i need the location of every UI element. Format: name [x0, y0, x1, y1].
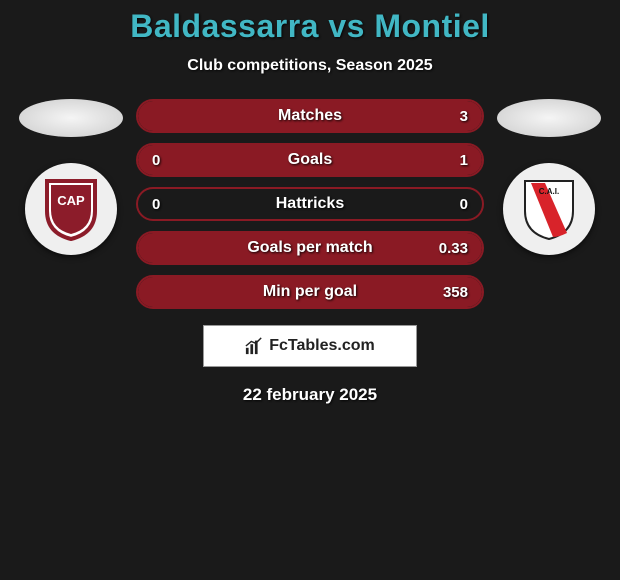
stat-value-right: 358	[443, 284, 468, 301]
stat-row: 01Goals	[136, 143, 484, 177]
stat-value-right: 0	[460, 196, 468, 213]
chart-icon	[245, 337, 263, 355]
stat-label: Hattricks	[138, 195, 482, 213]
crest-right-text: C.A.I.	[539, 187, 559, 196]
right-flag-placeholder	[497, 99, 601, 137]
stat-row: 358Min per goal	[136, 275, 484, 309]
brand-text: FcTables.com	[269, 337, 375, 355]
right-player-col: C.A.I.	[494, 99, 604, 255]
stat-row: 0 0Hattricks	[136, 187, 484, 221]
comparison-card: Baldassarra vs Montiel Club competitions…	[0, 0, 620, 405]
crest-left-text: CAP	[57, 193, 85, 208]
left-flag-placeholder	[19, 99, 123, 137]
stats-column: 3Matches01Goals00Hattricks0.33Goals per …	[136, 99, 484, 309]
stat-value-right: 1	[460, 152, 468, 169]
date-label: 22 february 2025	[0, 385, 620, 405]
main-row: CAP 3Matches01Goals00Hattricks0.33Goals …	[0, 99, 620, 309]
stat-value-right: 3	[460, 108, 468, 125]
stat-value-left: 0	[152, 196, 160, 213]
page-title: Baldassarra vs Montiel	[0, 8, 620, 45]
right-club-crest: C.A.I.	[503, 163, 595, 255]
stat-value-right: 0.33	[439, 240, 468, 257]
shield-icon: C.A.I.	[521, 177, 577, 241]
subtitle: Club competitions, Season 2025	[0, 57, 620, 75]
stat-row: 3Matches	[136, 99, 484, 133]
stat-fill-right	[138, 101, 482, 131]
stat-fill-right	[138, 145, 482, 175]
left-player-col: CAP	[16, 99, 126, 255]
left-club-crest: CAP	[25, 163, 117, 255]
stat-fill-right	[138, 233, 482, 263]
shield-icon: CAP	[43, 177, 99, 241]
stat-row: 0.33Goals per match	[136, 231, 484, 265]
stat-value-left: 0	[152, 152, 160, 169]
stat-fill-right	[138, 277, 482, 307]
brand-badge[interactable]: FcTables.com	[203, 325, 417, 367]
